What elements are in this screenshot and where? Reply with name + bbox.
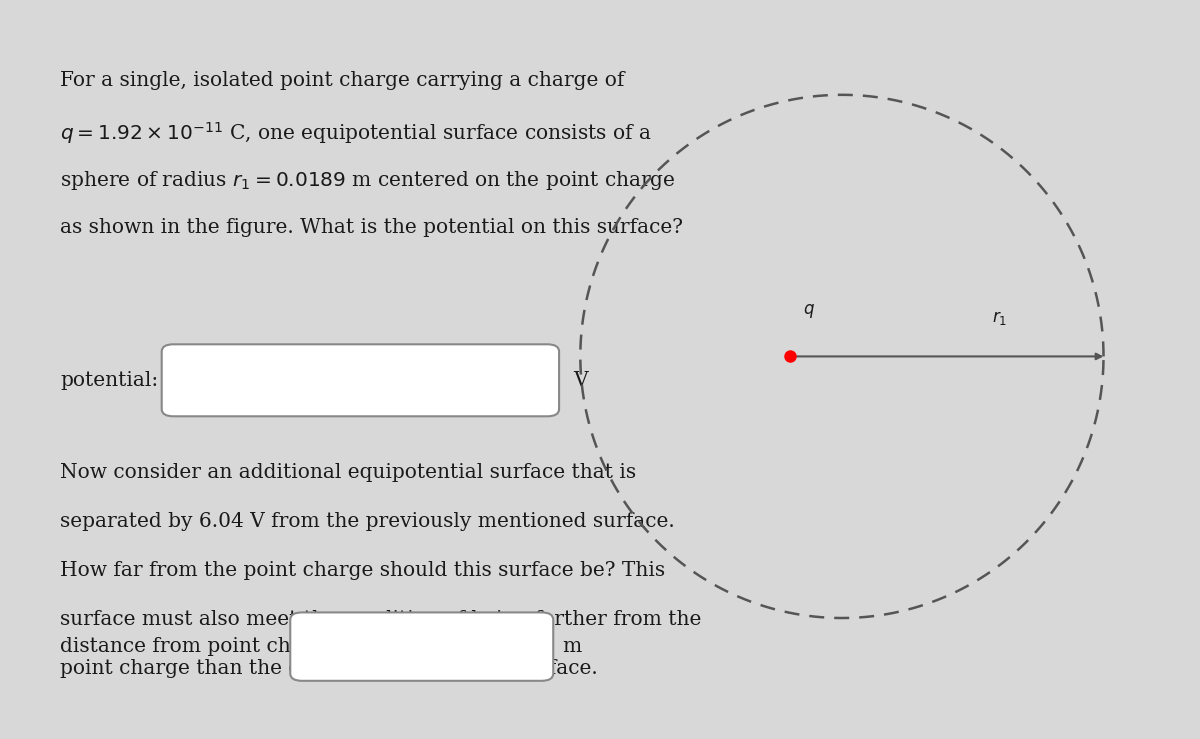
- Text: How far from the point charge should this surface be? This: How far from the point charge should thi…: [60, 561, 665, 580]
- Text: surface must also meet the condition of being farther from the: surface must also meet the condition of …: [60, 610, 701, 629]
- Text: distance from point charge:: distance from point charge:: [60, 637, 344, 656]
- Text: Now consider an additional equipotential surface that is: Now consider an additional equipotential…: [60, 463, 636, 482]
- Text: $q$: $q$: [803, 302, 815, 321]
- Text: m: m: [563, 637, 582, 656]
- Text: as shown in the figure. What is the potential on this surface?: as shown in the figure. What is the pote…: [60, 217, 683, 236]
- Text: point charge than the original equipotential surface.: point charge than the original equipoten…: [60, 659, 598, 678]
- Text: For a single, isolated point charge carrying a charge of: For a single, isolated point charge carr…: [60, 71, 624, 90]
- Text: $q = 1.92 \times 10^{-11}$ C, one equipotential surface consists of a: $q = 1.92 \times 10^{-11}$ C, one equipo…: [60, 120, 652, 146]
- Text: sphere of radius $r_1 = 0.0189$ m centered on the point charge: sphere of radius $r_1 = 0.0189$ m center…: [60, 168, 676, 191]
- Text: V: V: [574, 371, 588, 389]
- FancyBboxPatch shape: [162, 344, 559, 416]
- Text: separated by 6.04 V from the previously mentioned surface.: separated by 6.04 V from the previously …: [60, 512, 674, 531]
- Text: $r_1$: $r_1$: [992, 309, 1008, 327]
- Text: potential:: potential:: [60, 371, 158, 389]
- FancyBboxPatch shape: [290, 613, 553, 681]
